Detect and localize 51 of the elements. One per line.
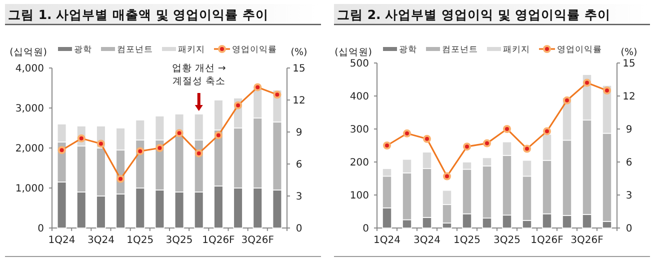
- y-axis-title: (십억원): [10, 47, 47, 58]
- chart-title: 그림 1. 사업부별 매출액 및 영업이익률 추이: [8, 7, 269, 22]
- y-tick-label: 4,000: [15, 64, 44, 74]
- x-tick-label: 3Q26F: [241, 235, 274, 246]
- x-tick-label: 3Q24: [414, 235, 440, 246]
- y2-tick-label: 3: [296, 192, 302, 202]
- y-tick-label: 0: [362, 224, 369, 234]
- y2-tick-label: 15: [292, 64, 306, 74]
- y2-tick-label: 9: [296, 128, 302, 138]
- x-tick-label: 3Q24: [87, 235, 114, 246]
- y-tick-label: 2,000: [15, 144, 44, 154]
- y-tick-label: 0: [38, 224, 44, 234]
- y2-tick-label: 0: [296, 224, 302, 234]
- x-tick-label: 1Q25: [126, 235, 154, 246]
- x-tick-label: 3Q25: [494, 235, 520, 246]
- legend-label: 컴포넌트: [117, 45, 153, 55]
- y-tick-label: 500: [350, 58, 369, 70]
- y-tick-label: 200: [350, 158, 369, 168]
- y2-tick-label: 0: [626, 224, 632, 234]
- x-tick-label: 1Q26F: [202, 235, 236, 246]
- y-tick-label: 100: [350, 190, 369, 202]
- annotation: 업황 개선 →: [172, 63, 226, 74]
- legend-label: 컴포넌트: [442, 45, 478, 55]
- y-tick-label: 1,000: [15, 184, 44, 194]
- y2-tick-label: 12: [292, 96, 306, 106]
- x-tick-label: 3Q25: [166, 235, 193, 246]
- x-tick-label: 1Q25: [454, 235, 480, 246]
- x-tick-label: 3Q26F: [570, 235, 604, 246]
- annotation: 계절성 축소: [172, 76, 226, 87]
- y2-tick-label: 12: [622, 92, 636, 102]
- y2-tick-label: 9: [626, 124, 632, 136]
- x-tick-label: 1Q24: [48, 235, 76, 246]
- legend-label: 광학: [399, 45, 417, 55]
- y2-tick-label: 6: [626, 158, 632, 168]
- y-tick-label: 400: [350, 92, 369, 102]
- y-tick-label: 3,000: [15, 104, 44, 114]
- chart-title: 그림 2. 사업부별 영업이익 및 영업이익률 추이: [337, 7, 611, 22]
- y2-axis-title: (%): [620, 47, 638, 58]
- x-tick-label: 1Q26F: [530, 235, 564, 246]
- y-axis-title: (십억원): [334, 47, 372, 58]
- y2-tick-label: 3: [626, 190, 632, 202]
- legend-label: 패키지: [503, 45, 530, 55]
- legend-label: 영업이익률: [557, 45, 602, 55]
- x-tick-label: 1Q24: [374, 235, 400, 246]
- y-tick-label: 300: [350, 124, 369, 136]
- legend-label: 영업이익률: [232, 45, 277, 55]
- y2-axis-title: (%): [290, 47, 308, 58]
- legend-label: 광학: [74, 45, 92, 55]
- y2-tick-label: 6: [296, 160, 302, 170]
- y2-tick-label: 15: [622, 58, 636, 70]
- legend-label: 패키지: [178, 45, 205, 55]
